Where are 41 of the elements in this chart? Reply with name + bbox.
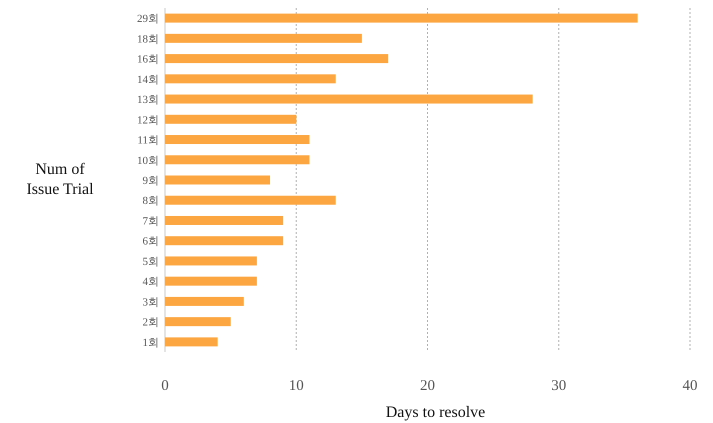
x-tick-label: 0 <box>161 378 169 394</box>
y-tick-label: 8회 <box>142 195 159 208</box>
y-tick-label: 6회 <box>142 236 159 248</box>
y-tick-label: 13회 <box>137 94 159 106</box>
y-tick-label: 5회 <box>142 256 159 268</box>
bar <box>165 296 244 306</box>
y-tick-label: 4회 <box>142 276 159 288</box>
y-tick-label: 11회 <box>137 134 159 147</box>
x-tick-label: 40 <box>682 378 698 394</box>
x-tick-label: 10 <box>288 378 304 394</box>
bar <box>165 256 257 266</box>
y-tick-label: 29회 <box>137 13 159 26</box>
bar <box>165 196 336 205</box>
bar <box>165 236 284 246</box>
bar <box>165 34 362 43</box>
y-tick-label: 14회 <box>137 74 159 86</box>
y-tick-label: 16회 <box>137 54 159 66</box>
y-tick-label: 10회 <box>137 154 159 167</box>
bar <box>165 176 270 184</box>
bar <box>165 54 388 64</box>
bar <box>165 337 218 346</box>
x-axis-title: Days to resolve <box>386 404 486 421</box>
y-tick-label: 1회 <box>142 336 159 349</box>
x-tick-label: 20 <box>420 378 435 394</box>
bar <box>165 317 231 326</box>
x-tick-label: 30 <box>551 378 566 394</box>
bar <box>165 14 638 23</box>
bar <box>165 94 532 104</box>
y-tick-label: 2회 <box>142 316 159 329</box>
bar <box>165 135 310 144</box>
bar <box>165 74 336 84</box>
bar <box>165 155 310 164</box>
y-tick-label: 9회 <box>142 175 159 187</box>
y-axis-title: Num of Issue Trial <box>26 161 94 198</box>
bar <box>165 114 296 124</box>
bar <box>165 216 284 225</box>
y-tick-label: 7회 <box>142 215 159 228</box>
y-tick-label: 18회 <box>137 33 159 46</box>
y-tick-label: 12회 <box>137 114 159 126</box>
bar <box>165 276 257 286</box>
y-tick-label: 3회 <box>142 296 159 308</box>
